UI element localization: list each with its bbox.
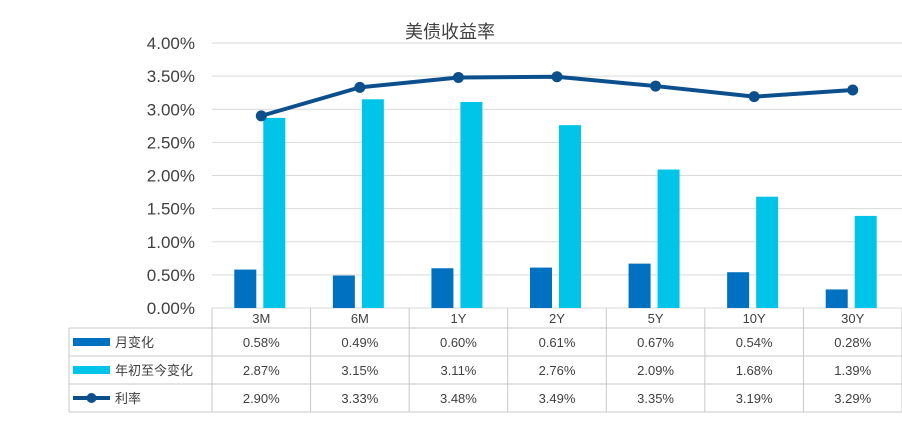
bar-monthly-change: [727, 272, 750, 308]
rate-point: [354, 81, 366, 93]
bar-monthly-change: [234, 269, 257, 308]
rate-point: [748, 91, 760, 103]
y-tick-label: 1.00%: [147, 233, 195, 252]
data-label: 0.60%: [440, 335, 477, 350]
y-tick-label: 3.50%: [147, 67, 195, 86]
bar-monthly-change: [628, 263, 651, 308]
y-axis-ticks: 0.00% 0.50% 1.00% 1.50% 2.00% 2.50% 3.00% 3.50%…: [147, 34, 195, 318]
gridlines: [212, 42, 902, 309]
y-tick-label: 0.00%: [147, 299, 195, 318]
data-label: 3.15%: [341, 363, 378, 378]
data-label: 1.68%: [736, 363, 773, 378]
y-tick-label: 3.00%: [147, 100, 195, 119]
bar-monthly-change: [431, 268, 454, 308]
x-tick-label: 6M: [351, 311, 369, 326]
data-label: 3.49%: [539, 391, 576, 406]
data-label: 0.67%: [637, 335, 674, 350]
data-label: 2.09%: [637, 363, 674, 378]
data-label: 2.87%: [243, 363, 280, 378]
data-label: 0.28%: [834, 335, 871, 350]
data-label: 0.49%: [341, 335, 378, 350]
bar-ytd-change: [559, 125, 581, 309]
rate-point: [847, 84, 859, 96]
rate-point: [452, 71, 464, 83]
data-label: 0.58%: [243, 335, 280, 350]
data-label: 3.35%: [637, 391, 674, 406]
bar-monthly-change: [530, 267, 552, 308]
data-label: 0.61%: [539, 335, 576, 350]
data-label: 1.39%: [834, 363, 871, 378]
legend-swatch: [73, 366, 110, 374]
series-name: 年初至今变化: [115, 363, 193, 379]
y-tick-label: 0.50%: [147, 266, 195, 285]
bar-ytd-change: [756, 196, 779, 308]
series-name: 利率: [115, 391, 141, 407]
data-label: 0.54%: [736, 335, 773, 350]
rate-line: [255, 71, 859, 122]
rate-point: [255, 110, 267, 122]
legend-swatch: [73, 338, 110, 346]
bar-ytd-change: [263, 117, 286, 308]
legend-marker: [86, 393, 97, 403]
rate-line-path: [260, 74, 853, 118]
bar-monthly-change: [332, 275, 355, 308]
data-label: 3.29%: [834, 391, 871, 406]
y-tick-label: 1.50%: [147, 200, 195, 219]
data-label: 2.90%: [243, 391, 280, 406]
x-tick-label: 3M: [252, 311, 270, 326]
data-label: 3.33%: [341, 391, 378, 406]
chart-title: 美债收益率: [405, 22, 495, 43]
data-label: 3.48%: [440, 391, 477, 406]
rate-point: [650, 80, 662, 92]
bars: [234, 99, 877, 309]
rate-point: [551, 71, 563, 83]
x-tick-label: 30Y: [841, 311, 864, 326]
bar-ytd-change: [657, 169, 680, 308]
series-name: 月变化: [115, 335, 154, 351]
bar-ytd-change: [460, 101, 483, 309]
data-table: 3M 6M 1Y 2Y 5Y 10Y 30Y 月变化 0.58% 0.49% 0.60% 0.61% 0…: [68, 308, 902, 413]
y-tick-label: 2.50%: [147, 133, 195, 152]
x-tick-label: 5Y: [648, 311, 664, 326]
data-label: 3.19%: [736, 391, 773, 406]
x-tick-label: 1Y: [450, 311, 466, 326]
y-tick-label: 2.00%: [147, 167, 195, 186]
data-label: 2.76%: [539, 363, 576, 378]
x-tick-label: 2Y: [549, 311, 565, 326]
bar-ytd-change: [854, 215, 877, 308]
bar-ytd-change: [361, 99, 384, 308]
bar-monthly-change: [825, 289, 848, 308]
x-tick-label: 10Y: [743, 311, 766, 326]
y-tick-label: 4.00%: [147, 34, 195, 53]
data-label: 3.11%: [440, 363, 476, 378]
